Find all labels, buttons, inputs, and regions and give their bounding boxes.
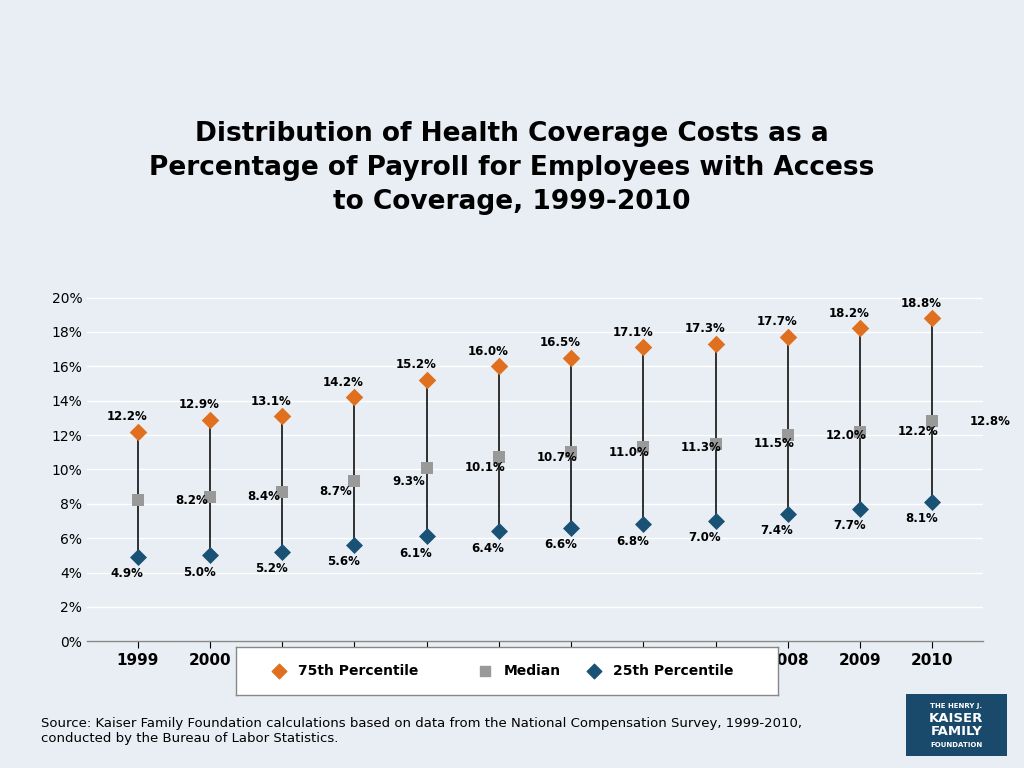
Text: 12.0%: 12.0% [825,429,866,442]
Text: 8.7%: 8.7% [319,485,352,498]
Text: 8.2%: 8.2% [175,494,208,507]
Point [779,429,796,441]
Point [925,415,941,428]
Text: 8.1%: 8.1% [905,512,938,525]
Text: FAMILY: FAMILY [931,725,982,738]
Point [202,491,218,503]
Point [202,413,218,425]
Text: 6.1%: 6.1% [399,547,432,560]
Point [274,485,291,498]
Point [419,530,435,542]
Text: 13.1%: 13.1% [251,395,292,408]
Text: 11.3%: 11.3% [681,441,722,454]
Text: 5.0%: 5.0% [182,566,215,578]
Text: 8.4%: 8.4% [248,491,281,503]
Text: 5.2%: 5.2% [255,562,288,575]
Text: 6.4%: 6.4% [472,541,505,554]
Text: 25th Percentile: 25th Percentile [612,664,733,678]
Point [490,525,507,538]
Point [202,549,218,561]
Text: 12.2%: 12.2% [106,410,147,423]
Point [852,323,868,335]
Point [129,425,145,438]
Text: 7.0%: 7.0% [688,531,721,545]
Text: 75th Percentile: 75th Percentile [298,664,419,678]
Text: 12.9%: 12.9% [178,398,219,411]
Point [852,425,868,438]
Text: THE HENRY J.: THE HENRY J. [931,703,982,709]
Text: 17.7%: 17.7% [757,316,798,329]
Point [477,665,494,677]
Text: 9.3%: 9.3% [392,475,425,488]
Text: 16.0%: 16.0% [468,345,509,358]
Text: 4.9%: 4.9% [111,568,143,581]
Point [635,518,651,531]
Point [346,539,362,551]
Point [490,360,507,372]
Point [586,665,602,677]
Point [635,441,651,453]
Point [708,438,724,450]
Text: FOUNDATION: FOUNDATION [930,742,983,748]
Point [419,462,435,474]
Text: Distribution of Health Coverage Costs as a
Percentage of Payroll for Employees w: Distribution of Health Coverage Costs as… [150,121,874,215]
Text: 6.6%: 6.6% [544,538,577,551]
Text: 10.1%: 10.1% [464,461,505,474]
Text: 18.8%: 18.8% [901,296,942,310]
Point [708,338,724,350]
Point [925,496,941,508]
Point [779,508,796,520]
Text: 5.6%: 5.6% [327,555,360,568]
Text: 11.5%: 11.5% [754,437,795,450]
Text: 15.2%: 15.2% [395,359,436,372]
Point [708,515,724,527]
Text: 17.3%: 17.3% [684,323,725,336]
Text: 18.2%: 18.2% [828,307,869,319]
Point [563,521,580,534]
Text: 12.8%: 12.8% [970,415,1011,428]
Text: 7.4%: 7.4% [761,525,794,538]
Text: Source: Kaiser Family Foundation calculations based on data from the National Co: Source: Kaiser Family Foundation calcula… [41,717,802,745]
Text: 7.7%: 7.7% [834,519,865,532]
Text: 10.7%: 10.7% [537,451,578,464]
Point [925,312,941,324]
Point [563,446,580,458]
Point [346,475,362,488]
Text: 12.2%: 12.2% [898,425,939,438]
Point [274,410,291,422]
Point [563,352,580,364]
Point [270,665,287,677]
Text: 17.1%: 17.1% [612,326,653,339]
Point [779,331,796,343]
Point [129,551,145,563]
Text: 6.8%: 6.8% [616,535,649,548]
Text: 14.2%: 14.2% [324,376,364,389]
Text: Median: Median [504,664,561,678]
Point [635,341,651,353]
Text: 11.0%: 11.0% [608,445,649,458]
Point [490,452,507,464]
Point [274,546,291,558]
Point [129,494,145,506]
Text: 16.5%: 16.5% [540,336,581,349]
Point [419,374,435,386]
Text: KAISER: KAISER [929,712,984,725]
Point [852,503,868,515]
Point [346,391,362,403]
